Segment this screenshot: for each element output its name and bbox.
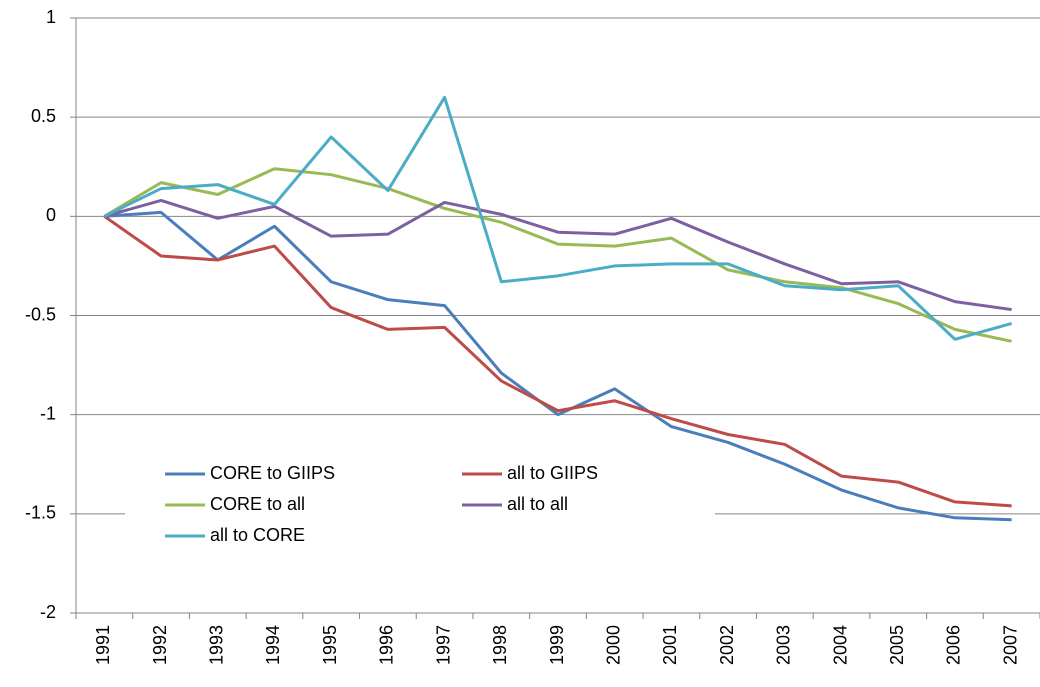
x-tick-label: 2000 [603, 625, 623, 665]
y-tick-label: 0 [46, 205, 56, 225]
y-tick-label: 0.5 [31, 106, 56, 126]
x-tick-label: 2001 [660, 625, 680, 665]
x-tick-label: 1996 [377, 625, 397, 665]
x-tick-label: 1995 [320, 625, 340, 665]
legend-label: CORE to GIIPS [210, 463, 335, 483]
x-tick-label: 2003 [774, 625, 794, 665]
legend-label: all to all [507, 494, 568, 514]
x-tick-label: 2006 [944, 625, 964, 665]
x-tick-label: 2005 [887, 625, 907, 665]
x-tick-label: 2004 [830, 625, 850, 665]
x-tick-label: 2007 [1000, 625, 1020, 665]
series-line [103, 167, 1012, 343]
x-tick-label: 1993 [207, 625, 227, 665]
y-tick-label: -1 [40, 403, 56, 423]
y-tick-label: -2 [40, 602, 56, 622]
series-line [103, 215, 1012, 508]
legend-label: all to GIIPS [507, 463, 598, 483]
x-tick-label: 1998 [490, 625, 510, 665]
x-tick-label: 2002 [717, 625, 737, 665]
legend: CORE to GIIPS all to GIIPS CORE to all all … [125, 455, 715, 555]
x-tick-label: 1999 [547, 625, 567, 665]
x-tick-label: 1991 [93, 625, 113, 665]
legend-label: all to CORE [210, 525, 305, 545]
legend-box [125, 455, 715, 555]
series-line [103, 198, 1012, 312]
y-tick-label: -0.5 [25, 304, 56, 324]
series-line [103, 95, 1013, 341]
legend-label: CORE to all [210, 494, 305, 514]
y-tick-label: 1 [46, 7, 56, 27]
y-tick-label: -1.5 [25, 503, 56, 523]
x-tick-label: 1994 [263, 625, 283, 665]
x-tick-label: 1992 [150, 625, 170, 665]
series-line [104, 210, 1012, 522]
x-tick-label: 1997 [433, 625, 453, 665]
